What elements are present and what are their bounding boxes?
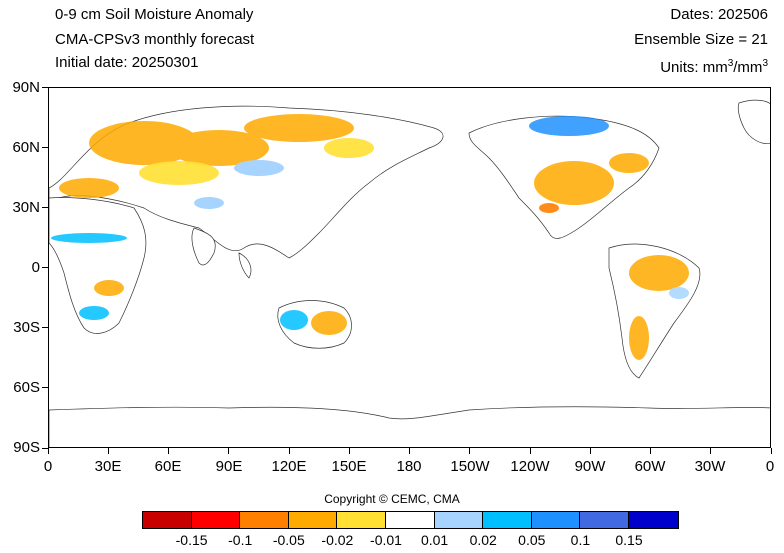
y-tick-mark xyxy=(42,267,48,268)
y-tick-mark xyxy=(42,327,48,329)
colorbar-tick-label: 0.01 xyxy=(420,532,449,548)
x-tick-label: 30E xyxy=(94,458,122,475)
x-tick-label: 120W xyxy=(510,458,550,475)
eurasia-dry-anomaly xyxy=(59,114,354,198)
x-tick-label: 0 xyxy=(765,458,775,475)
eurasia-mild-dry-anomaly xyxy=(139,138,374,185)
y-tick-mark xyxy=(42,146,48,148)
antarctica-landmass xyxy=(49,406,770,447)
colorbar-swatch xyxy=(580,512,629,528)
colorbar-tick-label: -0.02 xyxy=(321,532,354,548)
x-tick-mark xyxy=(168,448,169,454)
x-tick-label: 90W xyxy=(574,458,606,475)
eurasia-wet-anomaly xyxy=(194,160,284,209)
x-tick-mark xyxy=(348,448,350,454)
dates-label: Dates: 202506 xyxy=(670,6,768,23)
mexico-strong-dry xyxy=(539,203,559,213)
x-tick-mark xyxy=(47,448,49,454)
units-sup2: 3 xyxy=(762,58,768,69)
y-tick-mark xyxy=(42,206,48,208)
greenland-landmass xyxy=(737,99,770,144)
x-tick-label: 120E xyxy=(271,458,307,475)
x-tick-label: 150E xyxy=(331,458,367,475)
colorbar xyxy=(142,511,679,529)
map-title: 0-9 cm Soil Moisture Anomaly xyxy=(55,6,254,23)
x-tick-mark xyxy=(228,448,230,454)
x-tick-mark xyxy=(650,448,651,454)
colorbar-swatch xyxy=(288,512,338,528)
x-tick-mark xyxy=(409,448,410,454)
initial-date-label: Initial date: 20250301 xyxy=(55,54,199,71)
y-tick-label: 90N xyxy=(12,79,40,96)
y-tick-label: 60N xyxy=(12,139,40,156)
x-tick-label: 60W xyxy=(634,458,666,475)
usa-dry-anomaly xyxy=(534,153,649,205)
africa-anomalies xyxy=(79,280,124,320)
ensemble-label: Ensemble Size = 21 xyxy=(634,31,768,48)
colorbar-tick-label: -0.01 xyxy=(370,532,402,548)
copyright-text: Copyright © CEMC, CMA xyxy=(324,492,460,506)
model-label: CMA-CPSv3 monthly forecast xyxy=(55,31,255,48)
x-tick-mark xyxy=(589,448,591,454)
x-tick-label: 30W xyxy=(694,458,726,475)
canada-wet-anomaly xyxy=(529,116,609,136)
south-america-anomalies xyxy=(629,255,689,360)
colorbar-swatch xyxy=(337,512,386,528)
x-tick-label: 0 xyxy=(43,458,53,475)
y-tick-mark xyxy=(42,86,48,88)
colorbar-swatch xyxy=(483,512,532,528)
colorbar-tick-label: 0.02 xyxy=(469,532,497,548)
x-tick-mark xyxy=(469,448,471,454)
y-tick-label: 30N xyxy=(12,199,40,216)
colorbar-tick-label: -0.15 xyxy=(175,532,208,548)
map-canvas xyxy=(49,99,770,447)
colorbar-swatch xyxy=(240,512,289,528)
y-tick-mark xyxy=(42,387,48,389)
units-label: Units: mm3/mm3 xyxy=(660,55,768,77)
africa-landmass xyxy=(49,197,147,334)
colorbar-swatch xyxy=(531,512,581,528)
x-tick-mark xyxy=(770,448,772,454)
x-tick-label: 180 xyxy=(396,458,422,475)
x-tick-label: 90E xyxy=(215,458,243,475)
x-tick-mark xyxy=(529,448,531,454)
colorbar-swatch xyxy=(191,512,241,528)
map-frame xyxy=(48,87,771,448)
colorbar-swatch xyxy=(385,512,435,528)
x-tick-mark xyxy=(288,448,290,454)
india-landmass xyxy=(191,227,252,279)
y-tick-label: 60S xyxy=(13,379,40,396)
colorbar-swatch xyxy=(434,512,484,528)
y-tick-mark xyxy=(42,447,48,449)
units-sup1: 3 xyxy=(727,58,734,69)
x-tick-label: 60E xyxy=(154,458,182,475)
australia-anomalies xyxy=(280,310,347,335)
x-tick-mark xyxy=(710,448,712,454)
y-tick-label: 90S xyxy=(13,439,40,456)
colorbar-tick-label: 0.1 xyxy=(570,532,591,548)
colorbar-tick-label: 0.05 xyxy=(518,532,546,548)
colorbar-tick-label: -0.05 xyxy=(272,532,305,548)
units-mid: /mm xyxy=(733,59,763,76)
colorbar-swatch xyxy=(628,512,678,528)
x-tick-label: 150W xyxy=(450,458,490,475)
units-prefix: Units: mm xyxy=(660,59,728,76)
africa-wet-band xyxy=(51,233,127,243)
x-tick-mark xyxy=(107,448,109,454)
y-tick-label: 0 xyxy=(31,259,40,276)
colorbar-tick-label: 0.15 xyxy=(615,532,643,548)
colorbar-tick-label: -0.1 xyxy=(228,532,253,548)
colorbar-swatch xyxy=(143,512,192,528)
y-tick-label: 30S xyxy=(13,319,40,336)
